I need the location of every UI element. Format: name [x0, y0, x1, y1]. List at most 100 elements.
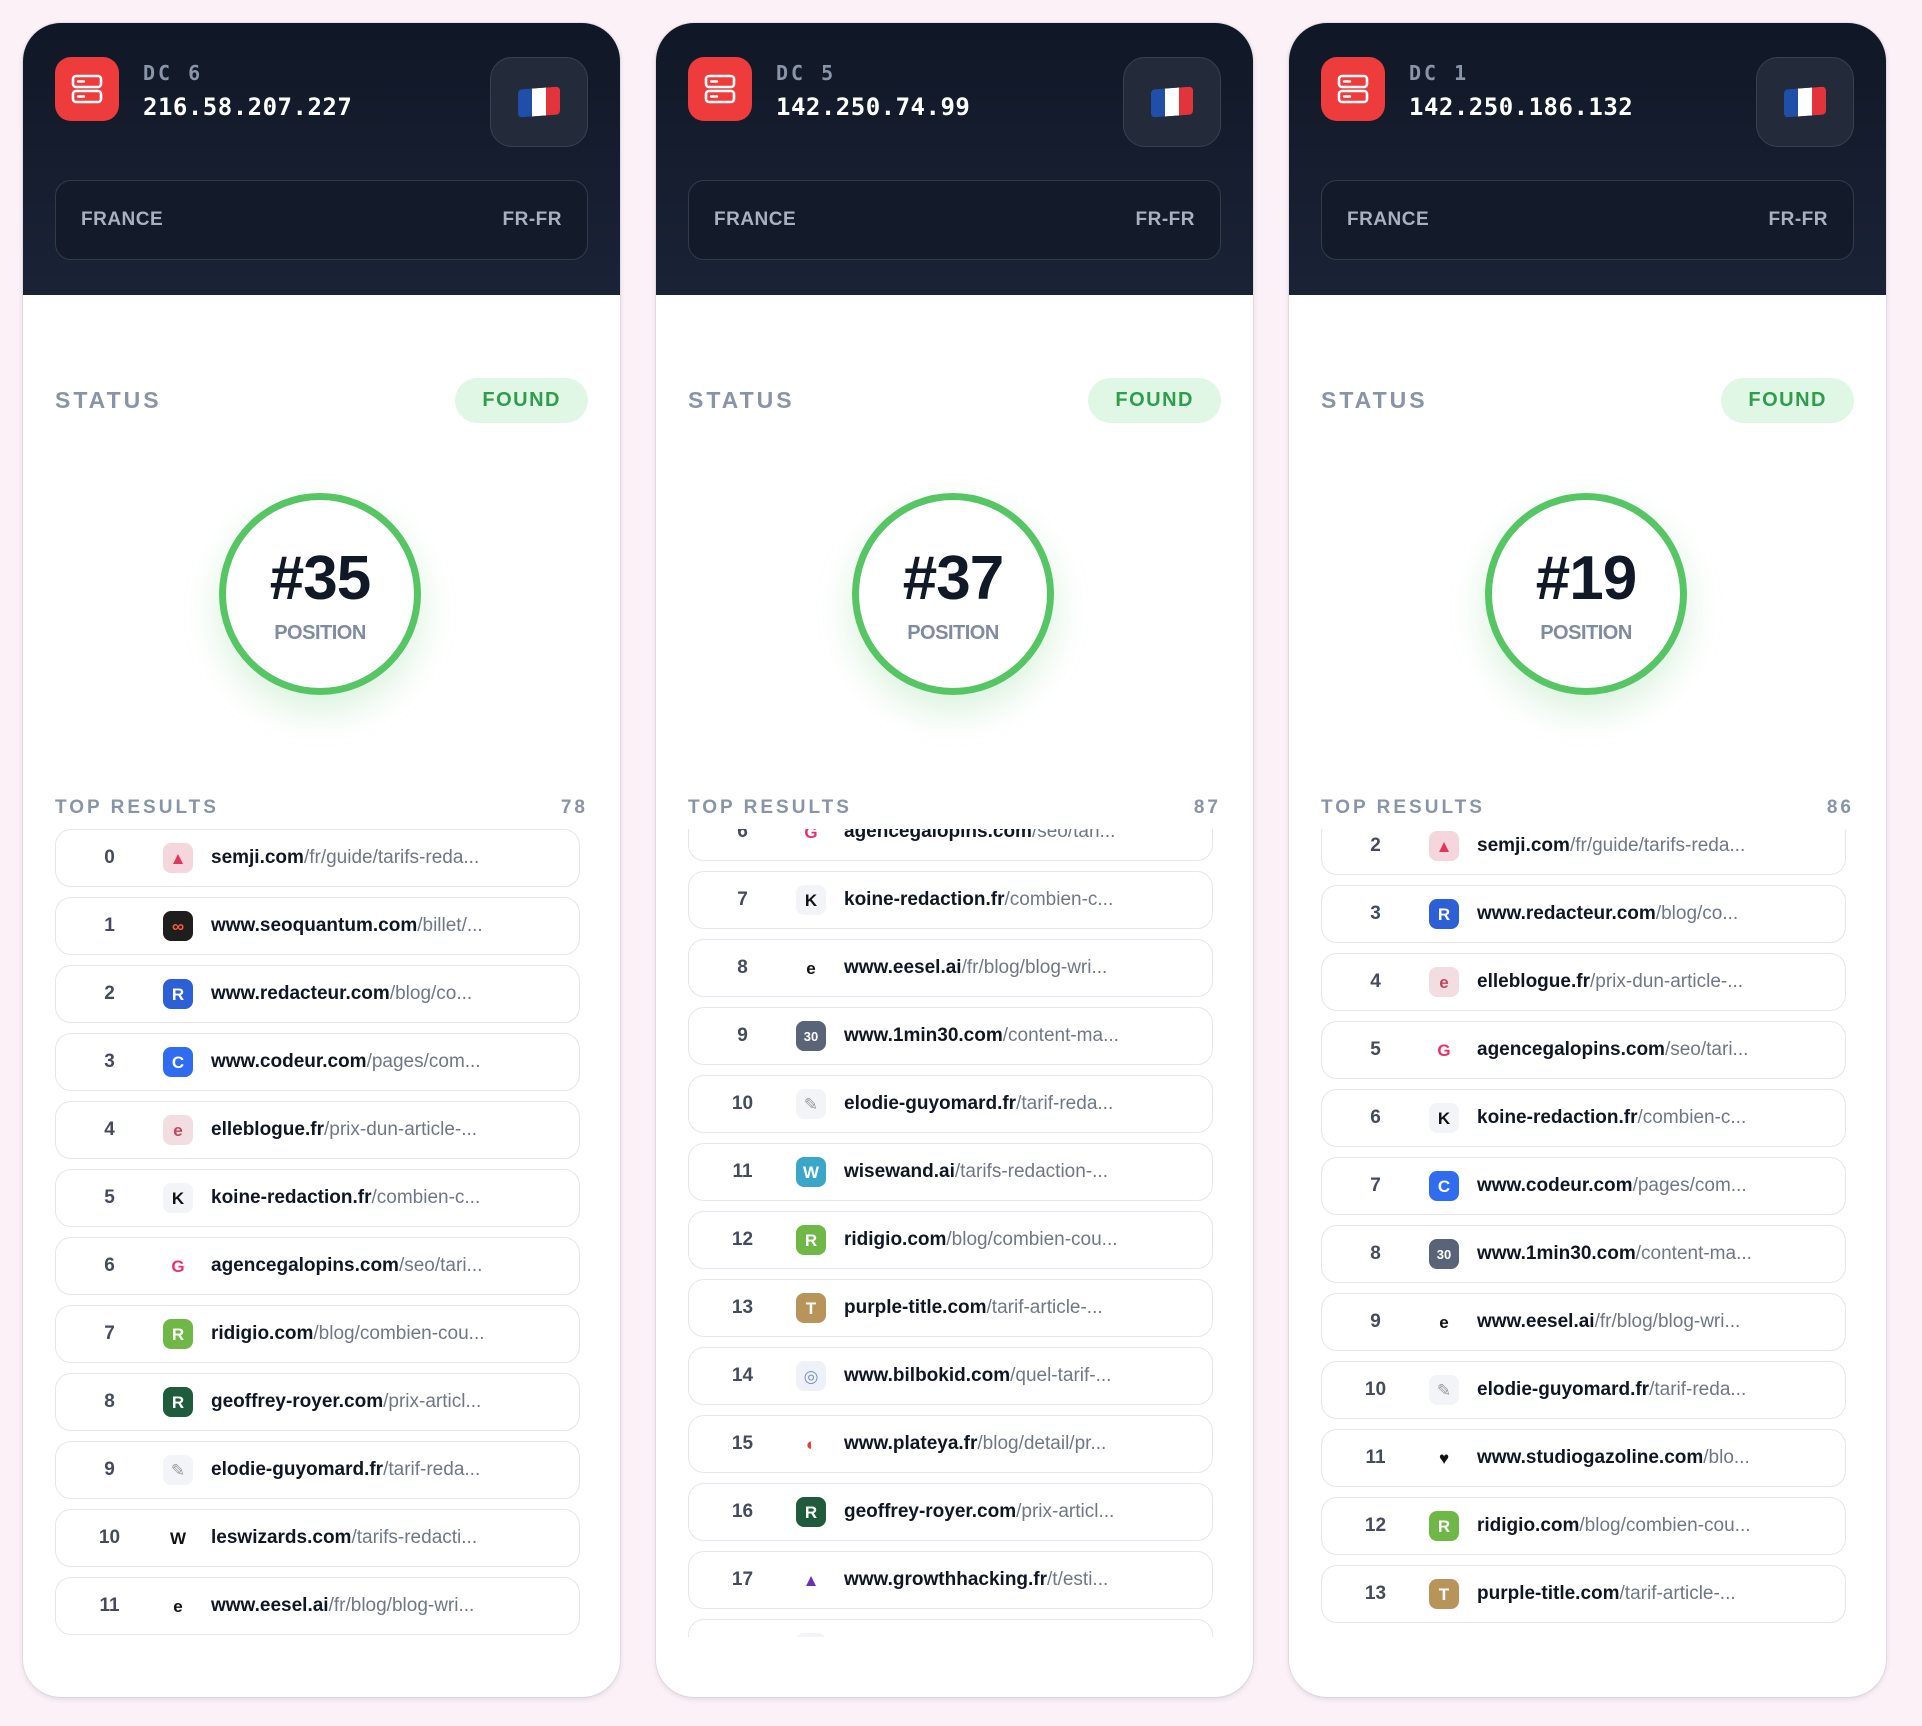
country-flag-button[interactable]: [1756, 57, 1854, 147]
result-path: /tarifs-redacti...: [351, 1527, 478, 1548]
result-row[interactable]: 9 e www.eesel.ai/fr/blog/blog-wri...: [1321, 1293, 1846, 1351]
result-url[interactable]: koine-redaction.fr/combien-c...: [1477, 1107, 1746, 1129]
plateya-icon: ◐: [796, 1429, 826, 1459]
result-url[interactable]: elodie-guyomard.fr/tarif-reda...: [211, 1459, 480, 1481]
result-rank: 4: [104, 1119, 115, 1140]
result-url[interactable]: leswizards.com/tarifs-redacti...: [211, 1527, 477, 1549]
result-url[interactable]: www.bilbokid.com/quel-tarif-...: [844, 1365, 1111, 1387]
result-path: /quel-tarif-...: [1010, 1365, 1112, 1386]
result-url[interactable]: semji.com/fr/guide/tarifs-reda...: [211, 847, 479, 869]
result-url[interactable]: ridigio.com/blog/combien-cou...: [1477, 1515, 1751, 1537]
result-row[interactable]: 9 ✎ elodie-guyomard.fr/tarif-reda...: [55, 1441, 580, 1499]
result-domain: semji.com: [211, 847, 304, 868]
result-row[interactable]: 4 e elleblogue.fr/prix-dun-article-...: [1321, 953, 1846, 1011]
result-url[interactable]: elleblogue.fr/prix-dun-article-...: [1477, 971, 1743, 993]
result-url[interactable]: www.eesel.ai/fr/blog/blog-wri...: [844, 957, 1107, 979]
result-url[interactable]: agencegalopins.com/seo/tari...: [844, 829, 1115, 843]
result-url[interactable]: www.plateya.fr/blog/detail/pr...: [844, 1433, 1106, 1455]
result-path: /seo/tari...: [398, 1255, 483, 1276]
result-url[interactable]: www.redacteur.com/blog/co...: [211, 983, 472, 1005]
result-url[interactable]: www.1min30.com/content-ma...: [1477, 1243, 1752, 1265]
lapausefutee-icon: ✿: [796, 1633, 826, 1637]
result-url[interactable]: elodie-guyomard.fr/tarif-reda...: [844, 1093, 1113, 1115]
result-rank: 11: [732, 1161, 753, 1182]
result-url[interactable]: elodie-guyomard.fr/tarif-reda...: [1477, 1379, 1746, 1401]
status-badge: FOUND: [1088, 378, 1221, 423]
result-row[interactable]: 10 ✎ elodie-guyomard.fr/tarif-reda...: [688, 1075, 1213, 1133]
result-url[interactable]: wisewand.ai/tarifs-redaction-...: [844, 1161, 1108, 1183]
result-row[interactable]: 11 e www.eesel.ai/fr/blog/blog-wri...: [55, 1577, 580, 1635]
elleblogue-icon: e: [1429, 967, 1459, 997]
result-row[interactable]: 8 e www.eesel.ai/fr/blog/blog-wri...: [688, 939, 1213, 997]
result-row[interactable]: 9 30 www.1min30.com/content-ma...: [688, 1007, 1213, 1065]
datacenter-label: DC 1: [1409, 61, 1470, 85]
result-url[interactable]: geoffrey-royer.com/prix-articl...: [844, 1501, 1114, 1523]
result-url[interactable]: ridigio.com/blog/combien-cou...: [844, 1229, 1118, 1251]
result-row[interactable]: 14 ◎ www.bilbokid.com/quel-tarif-...: [688, 1347, 1213, 1405]
datacenter-card: DC 6 216.58.207.227 FRANCE FR-FR STATUS …: [23, 23, 620, 1697]
result-row[interactable]: 15 ◐ www.plateya.fr/blog/detail/pr...: [688, 1415, 1213, 1473]
result-url[interactable]: www.redacteur.com/blog/co...: [1477, 903, 1738, 925]
geoffrey-royer-icon: R: [796, 1497, 826, 1527]
result-url[interactable]: www.growthhacking.fr/t/esti...: [844, 1569, 1108, 1591]
result-url[interactable]: agencegalopins.com/seo/tari...: [1477, 1039, 1748, 1061]
result-url[interactable]: www.1min30.com/content-ma...: [844, 1025, 1119, 1047]
result-row[interactable]: 10 ✎ elodie-guyomard.fr/tarif-reda...: [1321, 1361, 1846, 1419]
result-domain: elodie-guyomard.fr: [844, 1093, 1017, 1114]
result-row[interactable]: 11 ♥ www.studiogazoline.com/blo...: [1321, 1429, 1846, 1487]
result-url[interactable]: elleblogue.fr/prix-dun-article-...: [211, 1119, 477, 1141]
country-flag-button[interactable]: [490, 57, 588, 147]
result-rank: 5: [104, 1187, 115, 1208]
result-url[interactable]: www.eesel.ai/fr/blog/blog-wri...: [211, 1595, 474, 1617]
country-flag-button[interactable]: [1123, 57, 1221, 147]
result-url[interactable]: semji.com/fr/guide/tarifs-reda...: [1477, 835, 1745, 857]
result-url[interactable]: www.codeur.com/pages/com...: [1477, 1175, 1747, 1197]
result-row[interactable]: 4 e elleblogue.fr/prix-dun-article-...: [55, 1101, 580, 1159]
result-url[interactable]: www.studiogazoline.com/blo...: [1477, 1447, 1750, 1469]
result-row[interactable]: 18✿lapausefutee.fr/tarif-redacteu...: [688, 1619, 1213, 1637]
result-url[interactable]: www.codeur.com/pages/com...: [211, 1051, 481, 1073]
result-url[interactable]: ridigio.com/blog/combien-cou...: [211, 1323, 485, 1345]
growthhacking-icon: ▲: [796, 1565, 826, 1595]
result-url[interactable]: purple-title.com/tarif-article-...: [1477, 1583, 1736, 1605]
result-row[interactable]: 8 30 www.1min30.com/content-ma...: [1321, 1225, 1846, 1283]
result-url[interactable]: purple-title.com/tarif-article-...: [844, 1297, 1103, 1319]
position-ring: #19 POSITION: [1485, 493, 1687, 695]
result-row[interactable]: 2 ▲ semji.com/fr/guide/tarifs-reda...: [1321, 829, 1846, 875]
result-path: /blog/combien-cou...: [1579, 1515, 1751, 1536]
result-path: /prix-dun-article-...: [1589, 971, 1744, 992]
result-url[interactable]: koine-redaction.fr/combien-c...: [211, 1187, 480, 1209]
result-url[interactable]: www.seoquantum.com/billet/...: [211, 915, 483, 937]
top-results-list[interactable]: 0 ▲ semji.com/fr/guide/tarifs-reda... 1 ∞ www…: [55, 829, 580, 1637]
result-path: /content-ma...: [1002, 1025, 1119, 1046]
result-row[interactable]: 17 ▲ www.growthhacking.fr/t/esti...: [688, 1551, 1213, 1609]
result-url[interactable]: geoffrey-royer.com/prix-articl...: [211, 1391, 481, 1413]
result-url[interactable]: koine-redaction.fr/combien-c...: [844, 889, 1113, 911]
result-url[interactable]: agencegalopins.com/seo/tari...: [211, 1255, 482, 1277]
result-path: /blog/combien-cou...: [946, 1229, 1118, 1250]
result-row[interactable]: 0 ▲ semji.com/fr/guide/tarifs-reda...: [55, 829, 580, 887]
result-url[interactable]: www.eesel.ai/fr/blog/blog-wri...: [1477, 1311, 1740, 1333]
result-row[interactable]: 1 ∞ www.seoquantum.com/billet/...: [55, 897, 580, 955]
